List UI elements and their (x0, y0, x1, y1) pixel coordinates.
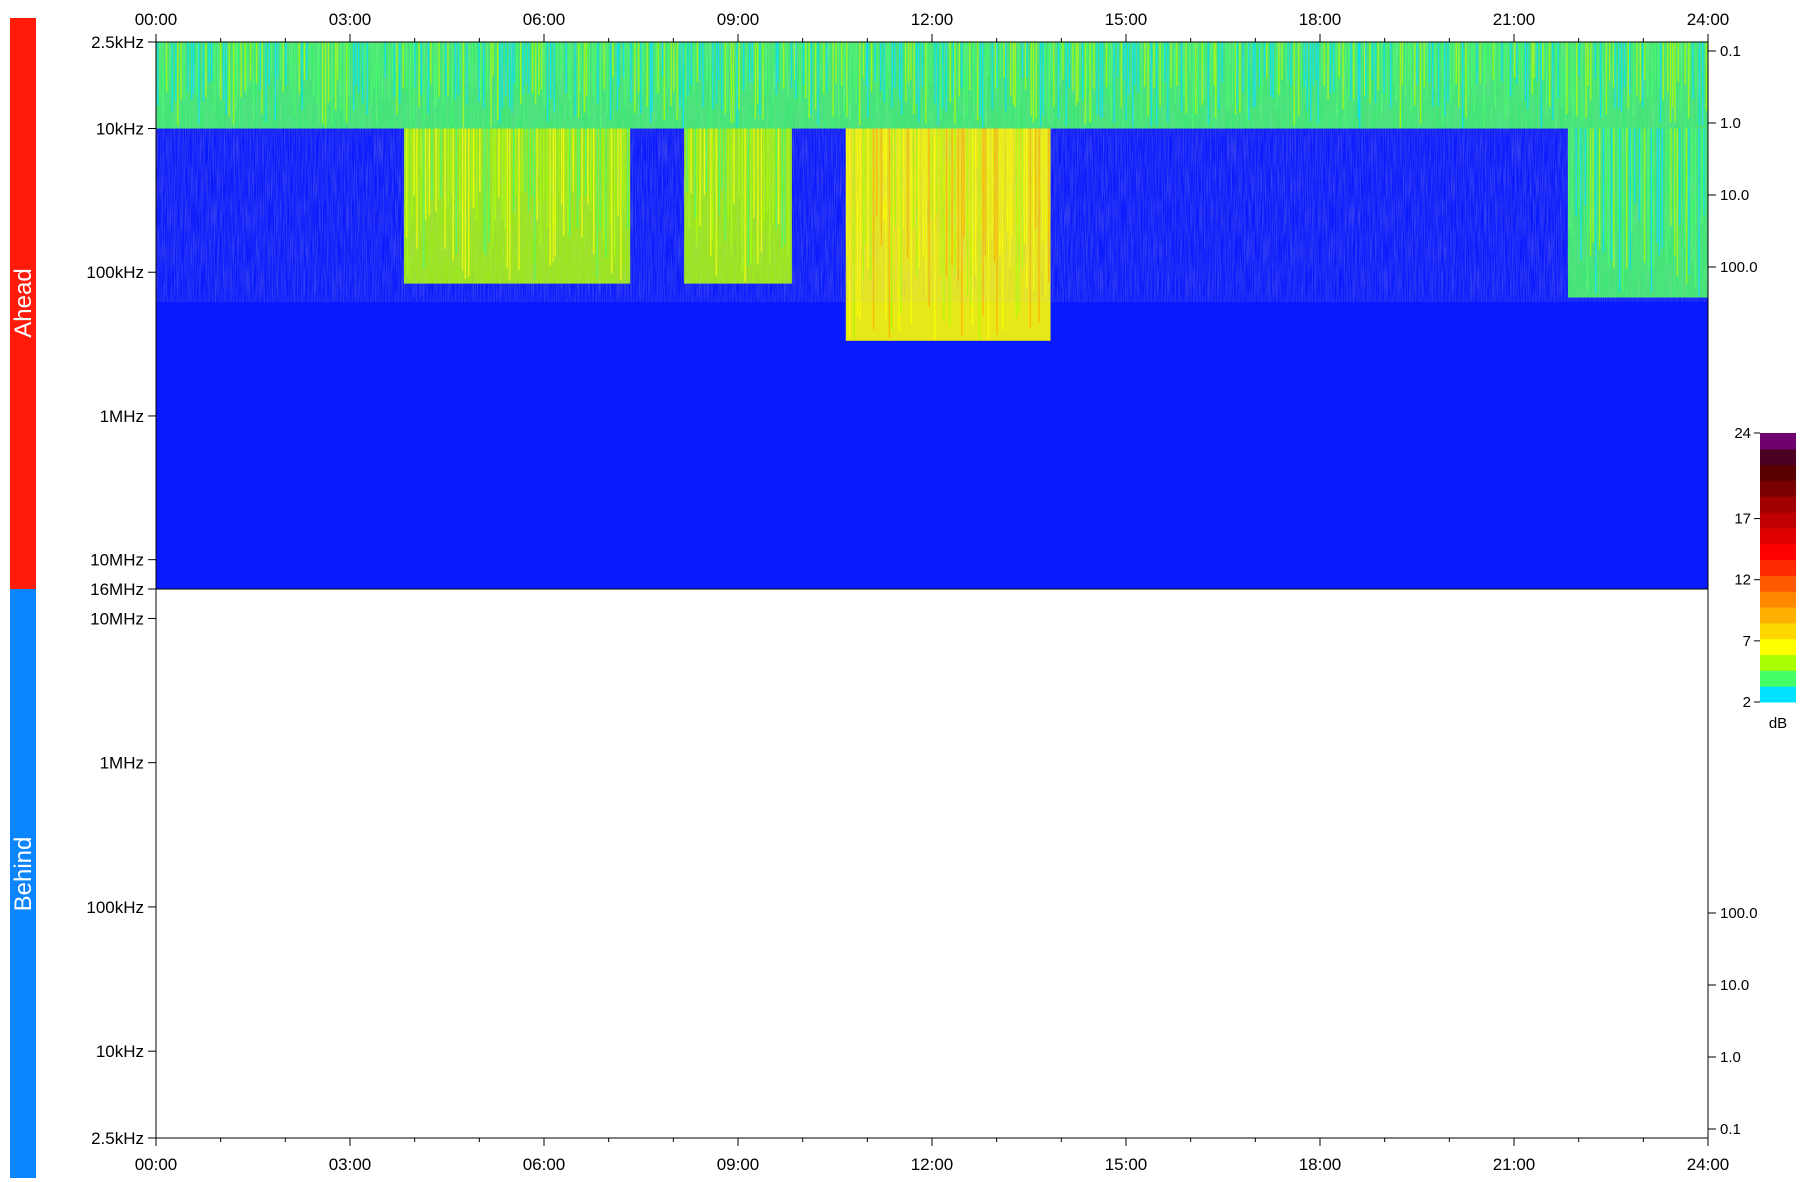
ahead-side-bar (10, 18, 36, 589)
behind-plot-frame (155, 588, 1709, 1139)
colorbar-segment (1760, 480, 1796, 497)
colorbar: 24 17 12 7 2 dB (1734, 425, 1796, 732)
x-top-tick-label: 15:00 (1105, 10, 1148, 29)
x-top-tick-label: 09:00 (717, 10, 760, 29)
colorbar-segment (1760, 575, 1796, 592)
ahead-side-label: Ahead (10, 268, 37, 337)
colorbar-segment (1760, 607, 1796, 624)
ahead-right-tick-label: 1.0 (1720, 115, 1741, 132)
behind-y-tick-label: 10kHz (96, 1042, 144, 1061)
x-top-tick-label: 18:00 (1299, 10, 1342, 29)
behind-y-tick-label: 1MHz (100, 754, 144, 773)
colorbar-unit-label: dB (1769, 715, 1787, 732)
x-top-tick-label: 00:00 (135, 10, 178, 29)
colorbar-tick-label: 7 (1743, 633, 1751, 650)
behind-side-bar (10, 589, 36, 1178)
ahead-right-tick-label: 100.0 (1720, 259, 1758, 276)
colorbar-tick-label: 12 (1734, 572, 1751, 589)
x-bottom-tick-label: 18:00 (1299, 1155, 1342, 1174)
behind-y-axis: 10MHz 1MHz 100kHz 10kHz 2.5kHz (86, 609, 156, 1148)
x-axis-top: 00:00 03:00 06:00 09:00 12:00 15:00 18:00 21:00… (135, 10, 1730, 42)
ahead-y-tick-label: 16MHz (90, 580, 144, 599)
colorbar-segment (1760, 686, 1796, 703)
behind-panel: 10MHz 1MHz 100kHz 10kHz 2.5kHz 100.0 10.0 1.0 0… (86, 588, 1758, 1148)
x-axis-bottom: 00:00 03:00 06:00 09:00 12:00 15:00 18:00 21:00… (135, 1138, 1730, 1174)
colorbar-segment (1760, 496, 1796, 513)
x-top-tick-label: 06:00 (523, 10, 566, 29)
colorbar-segment (1760, 512, 1796, 529)
behind-y-tick-label: 100kHz (86, 898, 144, 917)
x-top-tick-label: 21:00 (1493, 10, 1536, 29)
ahead-right-tick-label: 10.0 (1720, 187, 1749, 204)
ahead-y-tick-label: 10kHz (96, 120, 144, 139)
x-bottom-tick-label: 03:00 (329, 1155, 372, 1174)
behind-y-tick-label: 2.5kHz (91, 1129, 144, 1148)
ahead-y-tick-label: 2.5kHz (91, 33, 144, 52)
colorbar-tick-label: 2 (1743, 694, 1751, 711)
x-top-tick-label: 03:00 (329, 10, 372, 29)
behind-right-tick-label: 10.0 (1720, 977, 1749, 994)
colorbar-segment (1760, 464, 1796, 481)
colorbar-segment (1760, 559, 1796, 576)
ahead-panel: 2.5kHz 10kHz 100kHz 1MHz 10MHz 16MHz 0.1 1.0 10… (86, 33, 1757, 599)
colorbar-tick-label: 24 (1734, 425, 1751, 442)
x-bottom-tick-label: 21:00 (1493, 1155, 1536, 1174)
behind-right-tick-label: 0.1 (1720, 1121, 1741, 1138)
x-bottom-tick-label: 06:00 (523, 1155, 566, 1174)
colorbar-segment (1760, 448, 1796, 466)
ahead-noise-texture (156, 42, 1708, 302)
colorbar-segment (1760, 670, 1796, 687)
colorbar-segment (1760, 433, 1796, 450)
behind-side-label: Behind (10, 837, 37, 912)
x-top-tick-label: 24:00 (1687, 10, 1730, 29)
ahead-y-axis: 2.5kHz 10kHz 100kHz 1MHz 10MHz 16MHz (86, 33, 156, 599)
behind-right-tick-label: 100.0 (1720, 905, 1758, 922)
ahead-right-tick-label: 0.1 (1720, 43, 1741, 60)
colorbar-segment (1760, 622, 1796, 640)
colorbar-tick-label: 17 (1734, 511, 1751, 528)
colorbar-segment (1760, 591, 1796, 608)
x-bottom-tick-label: 12:00 (911, 1155, 954, 1174)
behind-right-tick-label: 1.0 (1720, 1049, 1741, 1066)
colorbar-segment (1760, 654, 1796, 671)
behind-y-tick-label: 10MHz (90, 609, 144, 628)
colorbar-segment (1760, 527, 1796, 545)
ahead-right-axis: 0.1 1.0 10.0 100.0 (1708, 43, 1758, 276)
ahead-y-tick-label: 100kHz (86, 263, 144, 282)
x-bottom-tick-label: 24:00 (1687, 1155, 1730, 1174)
x-bottom-tick-label: 15:00 (1105, 1155, 1148, 1174)
behind-right-axis: 100.0 10.0 1.0 0.1 (1708, 905, 1758, 1138)
ahead-y-tick-label: 10MHz (90, 551, 144, 570)
x-bottom-tick-label: 00:00 (135, 1155, 178, 1174)
colorbar-segment (1760, 638, 1796, 656)
x-top-tick-label: 12:00 (911, 10, 954, 29)
x-bottom-tick-label: 09:00 (717, 1155, 760, 1174)
ahead-y-tick-label: 1MHz (100, 407, 144, 426)
colorbar-segment (1760, 543, 1796, 561)
